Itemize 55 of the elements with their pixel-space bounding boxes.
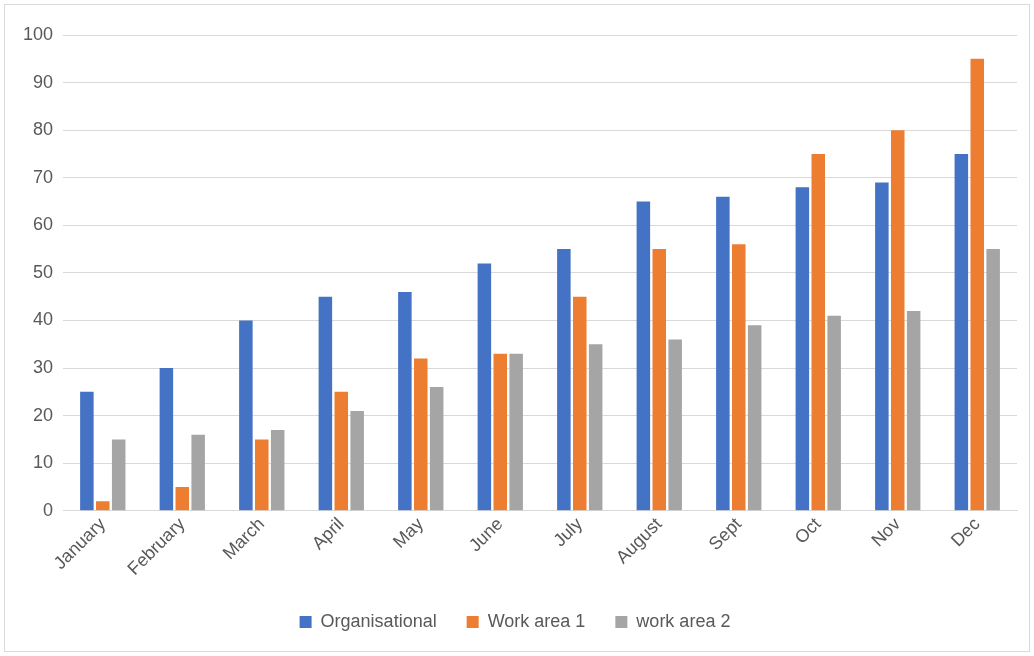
y-tick-label: 50 xyxy=(33,261,54,282)
y-tick-label: 10 xyxy=(33,452,54,473)
bar xyxy=(668,339,682,511)
bar xyxy=(509,353,523,511)
bar xyxy=(573,296,587,511)
bar xyxy=(191,434,205,511)
y-tick-label: 0 xyxy=(43,499,54,520)
bar xyxy=(175,487,190,511)
bar xyxy=(795,187,810,511)
bar xyxy=(986,249,1000,511)
y-tick-label: 100 xyxy=(22,23,54,44)
bar xyxy=(334,391,349,511)
bar xyxy=(716,196,730,511)
bar xyxy=(652,249,667,511)
y-tick-label: 80 xyxy=(33,119,54,140)
bar xyxy=(811,153,826,511)
y-tick-label: 20 xyxy=(33,404,54,425)
bar xyxy=(827,315,841,511)
x-tick-label: Nov xyxy=(867,513,905,551)
bar xyxy=(96,501,110,511)
legend-label: work area 2 xyxy=(635,610,731,631)
bar xyxy=(398,291,412,511)
bar xyxy=(255,439,269,511)
bar xyxy=(414,358,428,511)
bar xyxy=(270,429,285,511)
bar xyxy=(970,58,985,511)
x-tick-label: May xyxy=(388,513,428,552)
x-tick-label: Oct xyxy=(790,513,825,548)
x-tick-label: July xyxy=(549,513,587,551)
bar xyxy=(557,249,571,511)
bar xyxy=(350,410,364,511)
bar xyxy=(159,368,174,511)
legend-label: Organisational xyxy=(320,610,437,631)
bar xyxy=(477,263,492,511)
y-tick-label: 40 xyxy=(33,309,54,330)
bar xyxy=(636,201,651,511)
y-tick-label: 60 xyxy=(33,214,54,235)
bar xyxy=(493,353,508,511)
bar xyxy=(891,130,905,511)
bar xyxy=(429,387,444,511)
legend-label: Work area 1 xyxy=(487,610,586,631)
y-tick-label: 70 xyxy=(33,166,54,187)
y-tick-label: 90 xyxy=(33,71,54,92)
bar xyxy=(954,153,969,511)
bar xyxy=(318,296,333,511)
bar xyxy=(80,391,94,511)
bar xyxy=(588,344,603,511)
bar xyxy=(239,320,253,511)
bar xyxy=(111,439,126,511)
bar xyxy=(732,244,746,511)
bar xyxy=(906,310,921,511)
x-tick-label: Dec xyxy=(946,513,984,551)
bar xyxy=(747,325,762,511)
bar xyxy=(875,182,889,511)
y-tick-label: 30 xyxy=(33,357,54,378)
